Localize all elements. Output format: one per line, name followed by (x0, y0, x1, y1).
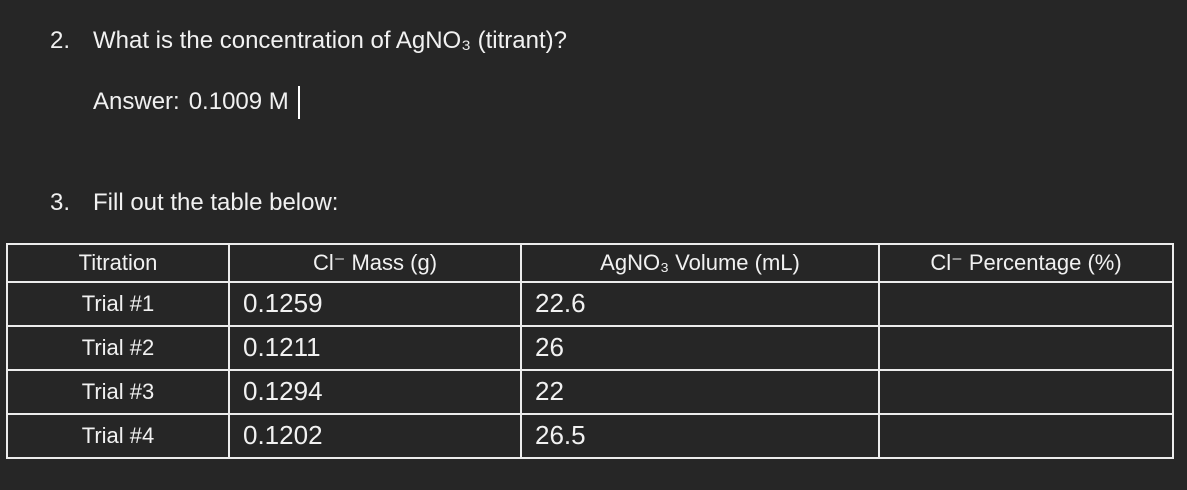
trial-2-agno3-volume[interactable]: 26 (520, 324, 880, 371)
trial-2-cl-percentage[interactable] (878, 324, 1174, 371)
trial-3-agno3-volume[interactable]: 22 (520, 368, 880, 415)
trial-2-label[interactable]: Trial #2 (6, 324, 230, 371)
titration-table: Titration Cl⁻ Mass (g) AgNO₃ Volume (mL)… (6, 242, 1174, 459)
header-agno3-volume: AgNO₃ Volume (mL) (520, 242, 880, 283)
table-header-row: Titration Cl⁻ Mass (g) AgNO₃ Volume (mL)… (6, 242, 1174, 283)
table-row: Trial #1 0.1259 22.6 (6, 280, 1174, 327)
trial-3-cl-mass[interactable]: 0.1294 (228, 368, 522, 415)
trial-1-agno3-volume[interactable]: 22.6 (520, 280, 880, 327)
trial-4-cl-mass[interactable]: 0.1202 (228, 412, 522, 459)
trial-3-label[interactable]: Trial #3 (6, 368, 230, 415)
question-3: 3. Fill out the table below: (50, 189, 1187, 218)
table-row: Trial #4 0.1202 26.5 (6, 412, 1174, 459)
answer-label: Answer: (93, 88, 180, 116)
answer-line[interactable]: Answer: 0.1009 M (93, 86, 1187, 120)
trial-2-cl-mass[interactable]: 0.1211 (228, 324, 522, 371)
trial-4-cl-percentage[interactable] (878, 412, 1174, 459)
question-3-text: Fill out the table below: (93, 188, 339, 216)
header-cl-percentage: Cl⁻ Percentage (%) (878, 242, 1174, 283)
table-row: Trial #3 0.1294 22 (6, 368, 1174, 415)
header-titration: Titration (6, 242, 230, 283)
trial-1-cl-percentage[interactable] (878, 280, 1174, 327)
trial-1-cl-mass[interactable]: 0.1259 (228, 280, 522, 327)
question-2-number: 2. (50, 27, 71, 54)
question-3-number: 3. (50, 188, 71, 216)
trial-4-label[interactable]: Trial #4 (6, 412, 230, 459)
header-cl-mass: Cl⁻ Mass (g) (228, 242, 522, 283)
trial-3-cl-percentage[interactable] (878, 368, 1174, 415)
question-2-text: What is the concentration of AgNO₃ (titr… (93, 27, 567, 54)
question-2: 2. What is the concentration of AgNO₃ (t… (50, 0, 1187, 56)
trial-1-label[interactable]: Trial #1 (6, 280, 230, 327)
answer-value[interactable]: 0.1009 M (188, 88, 289, 116)
trial-4-agno3-volume[interactable]: 26.5 (520, 412, 880, 459)
text-cursor (297, 86, 300, 120)
table-row: Trial #2 0.1211 26 (6, 324, 1174, 371)
